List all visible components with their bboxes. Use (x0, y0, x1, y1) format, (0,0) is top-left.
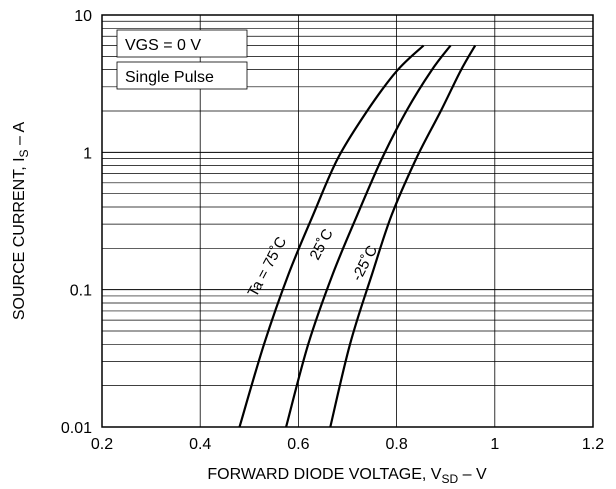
curve-label-25c: 25˚C (307, 226, 337, 263)
curves (238, 44, 477, 428)
grid (102, 15, 593, 427)
y-tick-label-3: 10 (74, 8, 92, 25)
series-line-0 (238, 44, 425, 428)
legend-entry-vgs: VGS = 0 V (125, 37, 201, 54)
x-tick-label-0: 0.2 (91, 436, 113, 453)
ticks: 0.2 0.4 0.6 0.8 1 1.2 0.01 0.1 1 10 (61, 8, 604, 453)
legend: VGS = 0 V Single Pulse (116, 29, 248, 90)
legend-box-1 (116, 29, 248, 58)
x-tick-label-4: 1 (490, 436, 499, 453)
series-line-1 (285, 44, 452, 428)
legend-box-2 (116, 61, 248, 90)
y-tick-label-2: 1 (83, 145, 92, 162)
legend-entry-pulse: Single Pulse (125, 69, 214, 86)
x-tick-label-5: 1.2 (582, 436, 604, 453)
x-tick-label-1: 0.4 (189, 436, 211, 453)
y-tick-label-1: 0.1 (70, 283, 92, 300)
y-axis-label: SOURCE CURRENT, IS – A (11, 122, 31, 321)
x-tick-label-2: 0.6 (287, 436, 309, 453)
plot-frame (101, 14, 594, 428)
x-axis-label: FORWARD DIODE VOLTAGE, VSD – V (207, 466, 487, 486)
y-tick-label-0: 0.01 (61, 420, 92, 437)
x-tick-label-3: 0.8 (385, 436, 407, 453)
series-line-2 (329, 44, 477, 428)
